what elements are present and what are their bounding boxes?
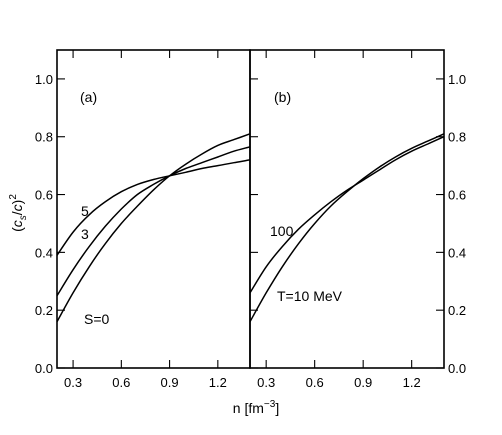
data-curves bbox=[56, 133, 445, 323]
x-axis-label: n [fm−3] bbox=[233, 399, 279, 416]
x-tick-label: 0.6 bbox=[306, 375, 324, 390]
y-tick-label-left: 0.0 bbox=[35, 361, 53, 376]
series-label: S=0 bbox=[84, 311, 110, 327]
y-tick-label-right: 0.2 bbox=[448, 303, 466, 318]
y-tick-label-right: 0.0 bbox=[448, 361, 466, 376]
series-label: T=10 MeV bbox=[277, 288, 343, 304]
y-tick-label-left: 0.2 bbox=[35, 303, 53, 318]
x-tick-label: 0.6 bbox=[112, 375, 130, 390]
x-tick-label: 0.3 bbox=[64, 375, 82, 390]
curve-100 bbox=[249, 136, 445, 294]
axis-tick-labels: 0.3 0.6 0.9 1.2 0.0 0.2 0.4 0.6 0.8 1.0 0.3 0.6 0.9 1… bbox=[35, 72, 466, 390]
curve-t-10-mev bbox=[249, 133, 445, 323]
x-tick-label: 0.3 bbox=[257, 375, 275, 390]
curve-5 bbox=[56, 159, 251, 256]
x-tick-label: 1.2 bbox=[403, 375, 421, 390]
series-label: 3 bbox=[81, 226, 89, 242]
y-tick-label-left: 0.4 bbox=[35, 245, 53, 260]
annotation-labels: S=0 3 5 (a) T=10 MeV 100 (b) bbox=[80, 89, 343, 327]
y-tick-label-right: 1.0 bbox=[448, 72, 466, 87]
y-tick-label-right: 0.6 bbox=[448, 188, 466, 203]
series-label: 5 bbox=[81, 203, 89, 219]
x-tick-label: 0.9 bbox=[354, 375, 372, 390]
panel-label: (a) bbox=[80, 89, 97, 105]
y-tick-label-left: 0.8 bbox=[35, 130, 53, 145]
panel-frame bbox=[249, 49, 445, 369]
y-axis-label: (cs/c)2 bbox=[8, 194, 29, 232]
y-tick-label-left: 1.0 bbox=[35, 72, 53, 87]
panel-frames bbox=[56, 49, 445, 369]
y-tick-label-right: 0.8 bbox=[448, 130, 466, 145]
y-tick-label-right: 0.4 bbox=[448, 245, 466, 260]
curve-3 bbox=[56, 146, 251, 297]
panel-label: (b) bbox=[274, 89, 291, 105]
x-tick-label: 0.9 bbox=[161, 375, 179, 390]
curve-s-0 bbox=[56, 133, 251, 323]
x-tick-label: 1.2 bbox=[209, 375, 227, 390]
series-label: 100 bbox=[270, 223, 294, 239]
y-tick-label-left: 0.6 bbox=[35, 188, 53, 203]
